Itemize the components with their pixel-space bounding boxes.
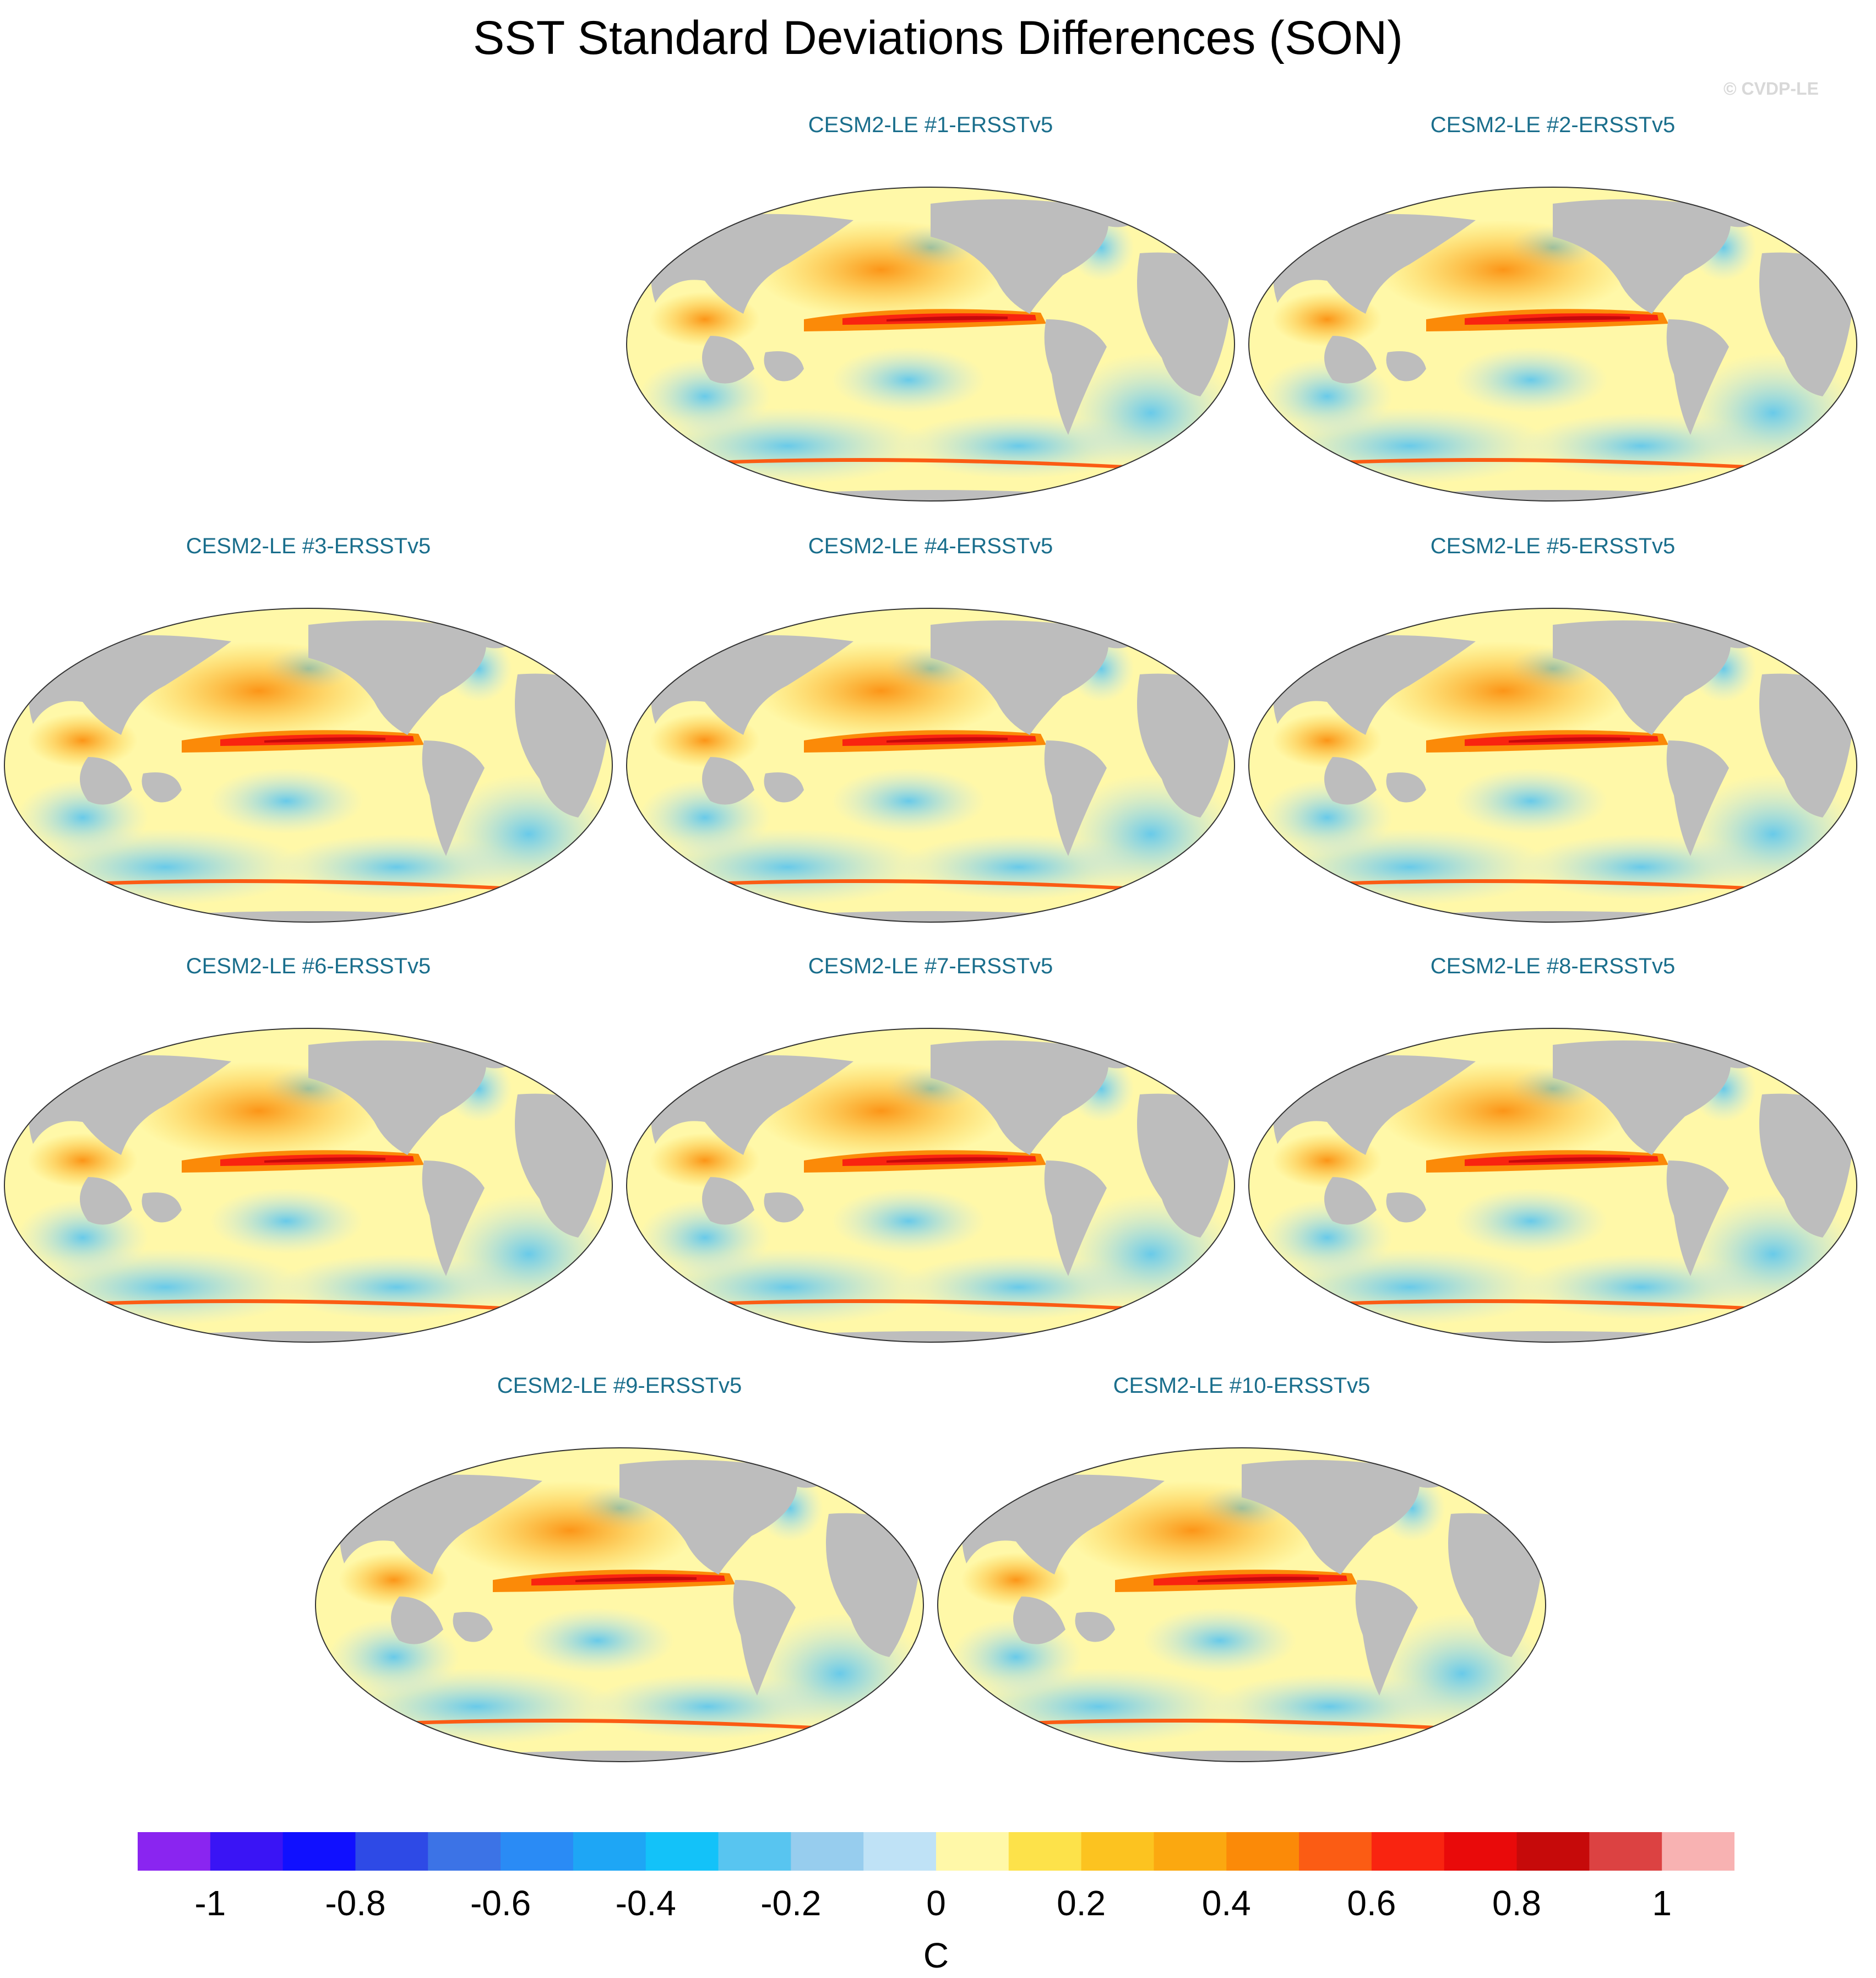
colorbar-swatch (428, 1832, 501, 1871)
map-panel (622, 979, 1239, 1353)
colorbar-swatch (210, 1832, 284, 1871)
colorbar-tick-label: 0.4 (1201, 1883, 1251, 1923)
colorbar-swatch (1081, 1832, 1154, 1871)
map-panel (1244, 979, 1861, 1353)
colorbar-swatch (282, 1832, 356, 1871)
panel-title: CESM2-LE #5-ERSSTv5 (1430, 534, 1676, 558)
colorbar-swatch (1589, 1832, 1662, 1871)
colorbar-swatch (718, 1832, 791, 1871)
colorbar-swatch (501, 1832, 574, 1871)
colorbar-swatch (1226, 1832, 1299, 1871)
map-panel (622, 559, 1239, 933)
colorbar-tick-label: 1 (1652, 1883, 1672, 1923)
colorbar-swatch (1516, 1832, 1590, 1871)
colorbar-swatch (1662, 1832, 1734, 1871)
panel-title: CESM2-LE #4-ERSSTv5 (808, 534, 1053, 558)
colorbar-swatch (1371, 1832, 1445, 1871)
colorbar-tick-label: 0.8 (1492, 1883, 1542, 1923)
panel-title: CESM2-LE #10-ERSSTv5 (1113, 1374, 1371, 1398)
colorbar-swatch (645, 1832, 719, 1871)
figure-title: SST Standard Deviations Differences (SON… (473, 12, 1403, 64)
map-panel (0, 979, 617, 1353)
colorbar-swatch (1444, 1832, 1518, 1871)
panel-title: CESM2-LE #1-ERSSTv5 (808, 113, 1053, 137)
panel-title: CESM2-LE #3-ERSSTv5 (186, 534, 431, 558)
map-panel (1244, 138, 1861, 512)
colorbar-swatch (863, 1832, 937, 1871)
copyright-text: © CVDP-LE (1723, 79, 1819, 99)
panel-title: CESM2-LE #7-ERSSTv5 (808, 954, 1053, 978)
colorbar-tick-label: -0.2 (760, 1883, 822, 1923)
panel-title: CESM2-LE #2-ERSSTv5 (1430, 113, 1676, 137)
colorbar-swatch (791, 1832, 864, 1871)
map-panel (0, 559, 617, 933)
map-panel (1244, 559, 1861, 933)
panel-title: CESM2-LE #9-ERSSTv5 (497, 1374, 742, 1398)
map-panel (933, 1398, 1550, 1773)
colorbar-tick-label: 0.6 (1347, 1883, 1396, 1923)
map-panel (311, 1398, 928, 1773)
colorbar-tick-label: 0 (926, 1883, 946, 1923)
colorbar-tick-label: 0.2 (1057, 1883, 1106, 1923)
colorbar-tick-label: -0.6 (470, 1883, 531, 1923)
panel-title: CESM2-LE #6-ERSSTv5 (186, 954, 431, 978)
map-panel (622, 138, 1239, 512)
colorbar-tick-label: -1 (194, 1883, 226, 1923)
colorbar-unit: C (923, 1936, 949, 1975)
colorbar-tick-label: -0.4 (615, 1883, 676, 1923)
colorbar-swatch (936, 1832, 1009, 1871)
panel-title: CESM2-LE #8-ERSSTv5 (1430, 954, 1676, 978)
colorbar-swatch (355, 1832, 428, 1871)
colorbar-swatch (573, 1832, 646, 1871)
colorbar (138, 1832, 1734, 1871)
colorbar-swatch (1008, 1832, 1082, 1871)
colorbar-swatch (1154, 1832, 1227, 1871)
colorbar-swatch (138, 1832, 211, 1871)
colorbar-swatch (1299, 1832, 1372, 1871)
colorbar-tick-label: -0.8 (325, 1883, 386, 1923)
